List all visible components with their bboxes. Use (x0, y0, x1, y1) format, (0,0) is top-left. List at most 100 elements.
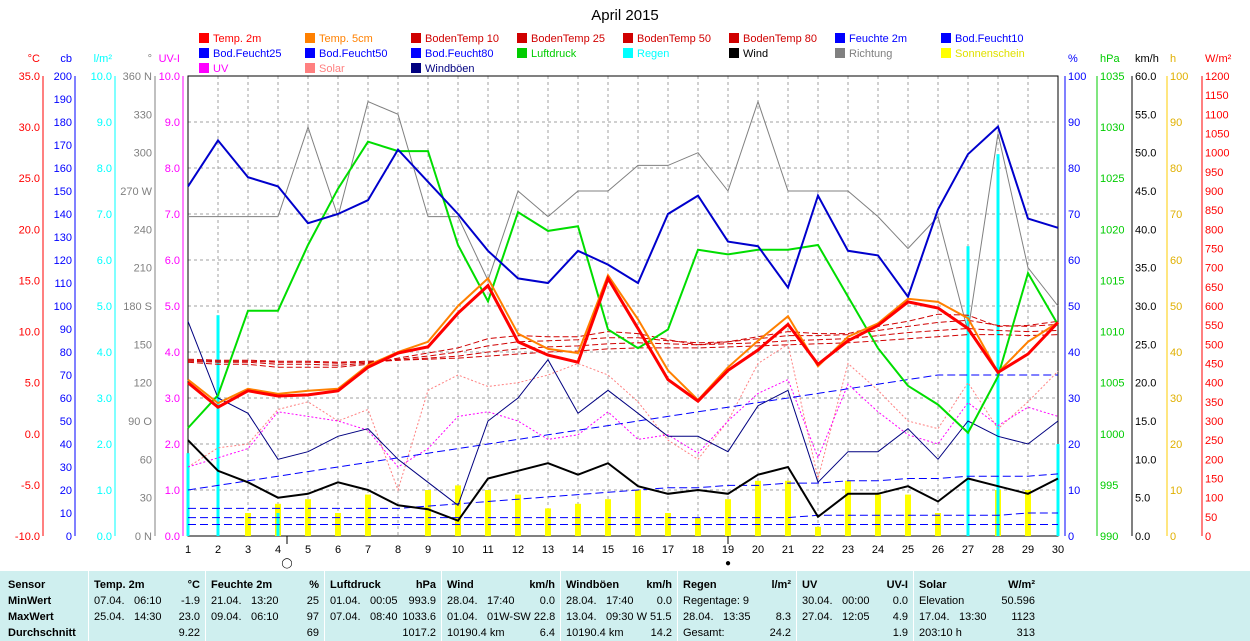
bar-regen (996, 154, 1000, 536)
axis-tick-label-left: 3.0 (97, 393, 112, 405)
summary-value: 313 (1016, 627, 1035, 639)
axis-tick-label-right: 1010 (1100, 327, 1124, 339)
moon-phase-icon: ◯ (281, 558, 292, 569)
summary-time: 01W-SW 22.8 (487, 611, 556, 623)
axis-tick-label-left: 150 (134, 339, 152, 351)
bar-sonnenschein (815, 526, 821, 536)
legend-entry: Richtung (849, 48, 892, 60)
summary-header: Solar (919, 579, 947, 591)
x-tick-label: 29 (1022, 544, 1034, 556)
series-line-feuchte-2m (187, 124, 1059, 299)
legend-swatch (305, 48, 315, 58)
x-tick-label: 20 (752, 544, 764, 556)
axis-tick-label-left: 150 (54, 186, 72, 198)
legend-swatch (623, 48, 633, 58)
axis-tick-label-right: 55.0 (1135, 109, 1156, 121)
summary-date: 25.04. (94, 611, 125, 623)
axis-tick-label-right: 100 (1170, 71, 1188, 83)
summary-value: 23.0 (178, 611, 200, 623)
axis-tick-label-left: 10 (60, 508, 72, 520)
axis-tick-label-right: 400 (1205, 378, 1223, 390)
axis-tick-label-left: 30 (140, 493, 152, 505)
axis-tick-label-right: 15.0 (1135, 416, 1156, 428)
axis-tick-label-right: 80 (1068, 163, 1080, 175)
summary-date: Regentage: 9 (683, 595, 750, 607)
axis-tick-label-left: 15.0 (19, 275, 40, 287)
x-tick-label: 8 (395, 544, 401, 556)
summary-unit: °C (187, 579, 200, 591)
x-tick-label: 28 (992, 544, 1004, 556)
series-line-solar (187, 343, 1059, 492)
x-tick-label: 19 (722, 544, 734, 556)
x-tick-label: 17 (662, 544, 674, 556)
summary-header: Regen (683, 579, 717, 591)
summary-unit: % (309, 579, 319, 591)
summary-row-label: Sensor (8, 579, 46, 591)
axis-tick-label-left: 0.0 (97, 531, 112, 543)
summary-value: 6.4 (539, 627, 555, 639)
axis-tick-label-left: 50 (60, 416, 72, 428)
summary-value: 24.2 (769, 627, 791, 639)
summary-date: 27.04. (802, 611, 833, 623)
summary-time: 06:10 (134, 595, 162, 607)
axis-tick-label-right: 1020 (1100, 224, 1124, 236)
bar-sonnenschein (455, 485, 461, 536)
axis-tick-label-left: 110 (54, 278, 72, 290)
series-line-uv (187, 378, 1059, 468)
series-line-temp-2m (187, 274, 1060, 410)
legend-entry: Solar (319, 63, 345, 75)
x-tick-label: 15 (602, 544, 614, 556)
axis-tick-label-right: 1030 (1100, 122, 1124, 134)
legend-swatch (411, 48, 421, 58)
summary-value: 1123 (1011, 611, 1035, 623)
summary-time: 13:20 (251, 595, 279, 607)
legend-entry: Temp. 5cm (319, 33, 373, 45)
bar-sonnenschein (575, 503, 581, 536)
axis-tick-label-right: 30 (1068, 393, 1080, 405)
x-tick-label: 2 (215, 544, 221, 556)
axis-tick-label-right: 50 (1068, 301, 1080, 313)
summary-time: 17:40 (606, 595, 634, 607)
x-tick-label: 4 (275, 544, 281, 556)
series-line-bod-feucht25 (188, 473, 1059, 509)
axis-tick-label-right: 650 (1205, 282, 1223, 294)
summary-row-label: MaxWert (8, 611, 54, 623)
summary-value: 0.0 (539, 595, 555, 607)
summary-time: 17:40 (487, 595, 515, 607)
axis-unit-left: °C (28, 53, 40, 65)
legend-swatch (835, 48, 845, 58)
axis-unit-left: ° (148, 53, 152, 65)
axis-tick-label-left: 0.0 (25, 429, 40, 441)
summary-header: Wind (447, 579, 474, 591)
summary-value: 4.9 (892, 611, 908, 623)
bar-sonnenschein (485, 490, 491, 536)
bar-sonnenschein (845, 480, 851, 536)
legend-swatch (729, 48, 739, 58)
summary-unit: l/m² (771, 579, 791, 591)
legend-entry: Windböen (425, 63, 475, 75)
summary-header: UV (802, 579, 818, 591)
bar-sonnenschein (695, 517, 701, 536)
x-tick-label: 23 (842, 544, 854, 556)
summary-value: 14.2 (650, 627, 672, 639)
axis-tick-label-left: 5.0 (25, 378, 40, 390)
legend-entry: Bod.Feucht25 (213, 48, 282, 60)
axis-tick-label-right: 800 (1205, 224, 1223, 236)
axis-tick-label-left: 30.0 (19, 122, 40, 134)
axis-tick-label-right: 450 (1205, 359, 1223, 371)
axis-tick-label-right: 750 (1205, 244, 1223, 256)
bar-sonnenschein (755, 480, 761, 536)
axis-tick-label-left: -10.0 (15, 531, 40, 543)
axis-tick-label-left: 9.0 (97, 117, 112, 129)
x-tick-label: 24 (872, 544, 884, 556)
bar-sonnenschein (635, 490, 641, 536)
summary-date: 28.04. (566, 595, 597, 607)
summary-value: 1017.2 (402, 627, 436, 639)
axis-tick-label-right: 90 (1068, 117, 1080, 129)
summary-value: 8.3 (775, 611, 791, 623)
legend-swatch (517, 33, 527, 43)
axis-tick-label-left: 7.0 (165, 209, 180, 221)
axis-tick-label-right: 0 (1068, 531, 1074, 543)
summary-value: 97 (306, 611, 319, 623)
axis-tick-label-left: 140 (54, 209, 72, 221)
